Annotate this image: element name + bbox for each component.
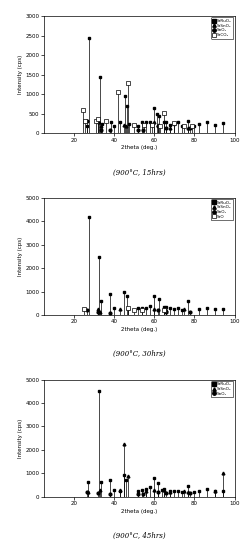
Legend: SrRuO₃, SrSnO₃, SnO₂: SrRuO₃, SrSnO₃, SnO₂: [211, 381, 234, 397]
Y-axis label: Intensity (cps): Intensity (cps): [18, 237, 23, 276]
Y-axis label: Intensity (cps): Intensity (cps): [18, 418, 23, 458]
Text: (900°C, 15hrs): (900°C, 15hrs): [113, 168, 166, 177]
Text: (900°C, 30hrs): (900°C, 30hrs): [113, 350, 166, 358]
X-axis label: 2theta (deg.): 2theta (deg.): [121, 509, 157, 514]
Y-axis label: Intensity (cps): Intensity (cps): [18, 55, 23, 94]
Legend: SrRuO₃, SrSnO₃, SnO₂, SrO: SrRuO₃, SrSnO₃, SnO₂, SrO: [211, 199, 234, 220]
X-axis label: 2theta (deg.): 2theta (deg.): [121, 145, 157, 150]
X-axis label: 2theta (deg.): 2theta (deg.): [121, 327, 157, 332]
Legend: SrRuO₃, SrSnO₃, SnO₂, SrCO₃: SrRuO₃, SrSnO₃, SnO₂, SrCO₃: [211, 17, 234, 39]
Text: (900°C, 45hrs): (900°C, 45hrs): [113, 532, 166, 540]
